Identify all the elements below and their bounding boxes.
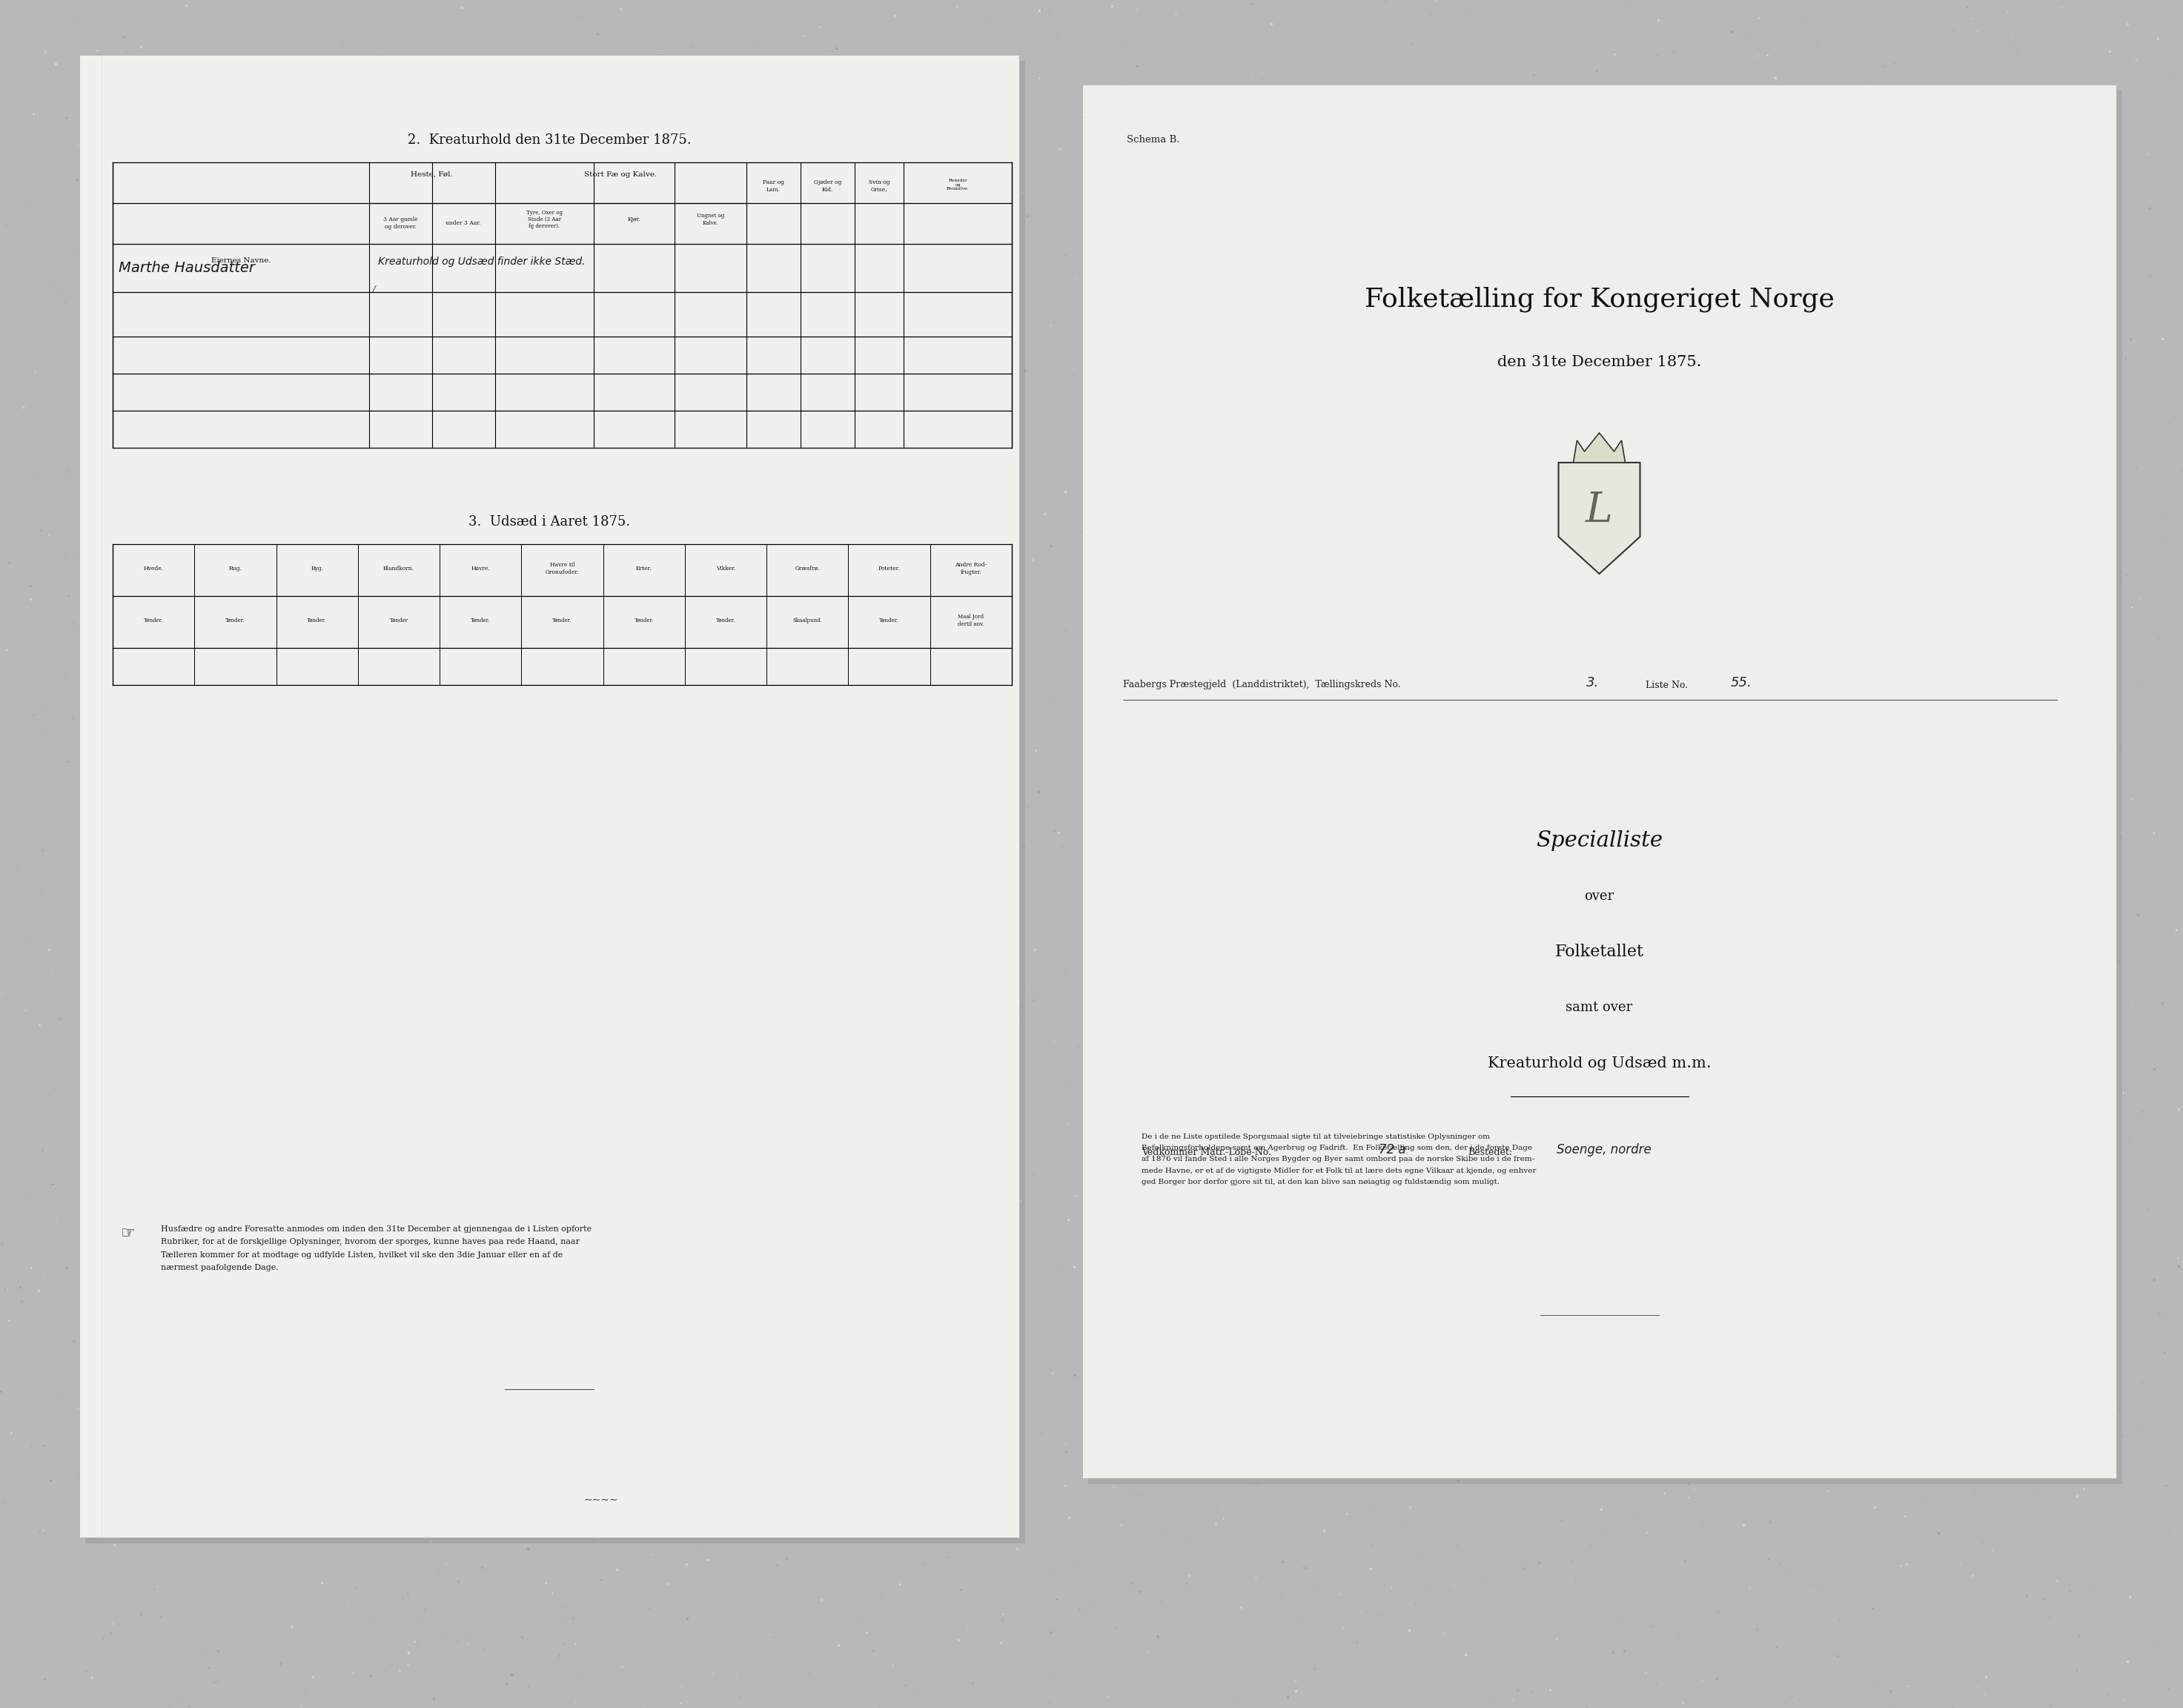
Bar (79, 55, 1019, 1537)
Text: ☞: ☞ (120, 1226, 135, 1242)
Text: Kreaturhold og Udsæd finder ikke Stæd.: Kreaturhold og Udsæd finder ikke Stæd. (378, 256, 585, 266)
Text: Andre Rod-
frugter.: Andre Rod- frugter. (954, 562, 987, 576)
Text: Byg.: Byg. (310, 565, 323, 572)
Text: Liste No.: Liste No. (1646, 680, 1687, 690)
Text: Folketallet: Folketallet (1554, 945, 1644, 960)
Text: samt over: samt over (1565, 1001, 1633, 1015)
Text: Tønder.: Tønder. (144, 618, 164, 623)
Text: Havre til
Gronufoder.: Havre til Gronufoder. (546, 562, 578, 576)
Text: Ungnet og
Kalve.: Ungnet og Kalve. (696, 214, 725, 225)
Text: Tønder: Tønder (389, 618, 408, 623)
Text: 2.  Kreaturhold den 31te December 1875.: 2. Kreaturhold den 31te December 1875. (408, 133, 692, 147)
Text: Hvede.: Hvede. (144, 565, 164, 572)
Text: Rug.: Rug. (229, 565, 242, 572)
Text: L: L (1585, 490, 1613, 531)
Text: Kreaturhold og Udsæd m.m.: Kreaturhold og Udsæd m.m. (1487, 1056, 1711, 1071)
Text: Gjøder og
Kid.: Gjøder og Kid. (814, 179, 840, 193)
Text: Tønder.: Tønder. (225, 618, 244, 623)
Text: Heste, Føl.: Heste, Føl. (410, 171, 452, 178)
Text: Husfædre og andre Foresatte anmodes om inden den 31te December at gjennengaa de : Husfædre og andre Foresatte anmodes om i… (162, 1226, 592, 1271)
Polygon shape (1559, 463, 1639, 574)
Text: Eiernes Navne.: Eiernes Navne. (212, 258, 271, 265)
Text: over: over (1585, 890, 1613, 904)
Text: Folketælling for Kongeriget Norge: Folketælling for Kongeriget Norge (1364, 287, 1834, 313)
Text: 3.: 3. (1587, 676, 1600, 690)
Text: Svin og
Grise,: Svin og Grise, (869, 179, 891, 193)
Text: Blandkorn.: Blandkorn. (384, 565, 415, 572)
Text: den 31te December 1875.: den 31te December 1875. (1498, 355, 1701, 369)
Text: ~~~~: ~~~~ (583, 1494, 618, 1506)
Text: Rensdyr
og
Renkalve.: Rensdyr og Renkalve. (947, 178, 969, 191)
Text: De i de ne Liste opstilede Sporgsmaal sigte til at tilveiebringe statistiske Opl: De i de ne Liste opstilede Sporgsmaal si… (1142, 1134, 1537, 1185)
Text: Faabergs Præstegjeld  (Landdistriktet),  Tællingskreds No.: Faabergs Præstegjeld (Landdistriktet), T… (1122, 680, 1401, 690)
Text: Græsfrø.: Græsfrø. (795, 565, 821, 572)
Text: Erter.: Erter. (635, 565, 653, 572)
Text: Tønder.: Tønder. (472, 618, 491, 623)
Text: Tønder.: Tønder. (308, 618, 327, 623)
Text: 55.: 55. (1731, 676, 1753, 690)
Text: 72 a: 72 a (1380, 1143, 1406, 1156)
Text: Soenge, nordre: Soenge, nordre (1556, 1143, 1650, 1156)
Text: Poteter.: Poteter. (878, 565, 899, 572)
Text: Vedkommer Matr.-Lobe-No.: Vedkommer Matr.-Lobe-No. (1142, 1148, 1271, 1156)
Text: Stort Fæ og Kalve.: Stort Fæ og Kalve. (585, 171, 657, 178)
Text: Tønder.: Tønder. (552, 618, 572, 623)
Bar (1083, 84, 2115, 1477)
Text: Tønder.: Tønder. (716, 618, 736, 623)
Text: Marthe Hausdatter: Marthe Hausdatter (118, 261, 255, 275)
Text: Tyre, Oxer og
Stude (2 Aar
fg derover).: Tyre, Oxer og Stude (2 Aar fg derover). (526, 210, 563, 229)
Text: Havre.: Havre. (472, 565, 489, 572)
Text: Tønder.: Tønder. (635, 618, 653, 623)
Bar (85, 61, 1026, 1544)
Text: Specialliste: Specialliste (1537, 830, 1663, 851)
Text: 3 Aar gamle
og derover.: 3 Aar gamle og derover. (384, 217, 417, 229)
Bar (1087, 91, 2122, 1484)
Text: under 3 Aar.: under 3 Aar. (445, 220, 480, 225)
Text: Bestedet:: Bestedet: (1467, 1148, 1513, 1156)
Text: 3.  Udsæd i Aaret 1875.: 3. Udsæd i Aaret 1875. (469, 516, 631, 528)
Polygon shape (1574, 432, 1624, 463)
Text: Maal Jord
dertil anv.: Maal Jord dertil anv. (958, 615, 985, 627)
Text: Skaalpund.: Skaalpund. (792, 618, 823, 623)
Text: /: / (373, 285, 375, 292)
Text: Vikker.: Vikker. (716, 565, 736, 572)
Text: Kjør.: Kjør. (629, 217, 640, 222)
Text: Faar og
Lam.: Faar og Lam. (762, 179, 784, 193)
Text: Tønder.: Tønder. (880, 618, 899, 623)
Text: Schema B.: Schema B. (1126, 135, 1179, 145)
